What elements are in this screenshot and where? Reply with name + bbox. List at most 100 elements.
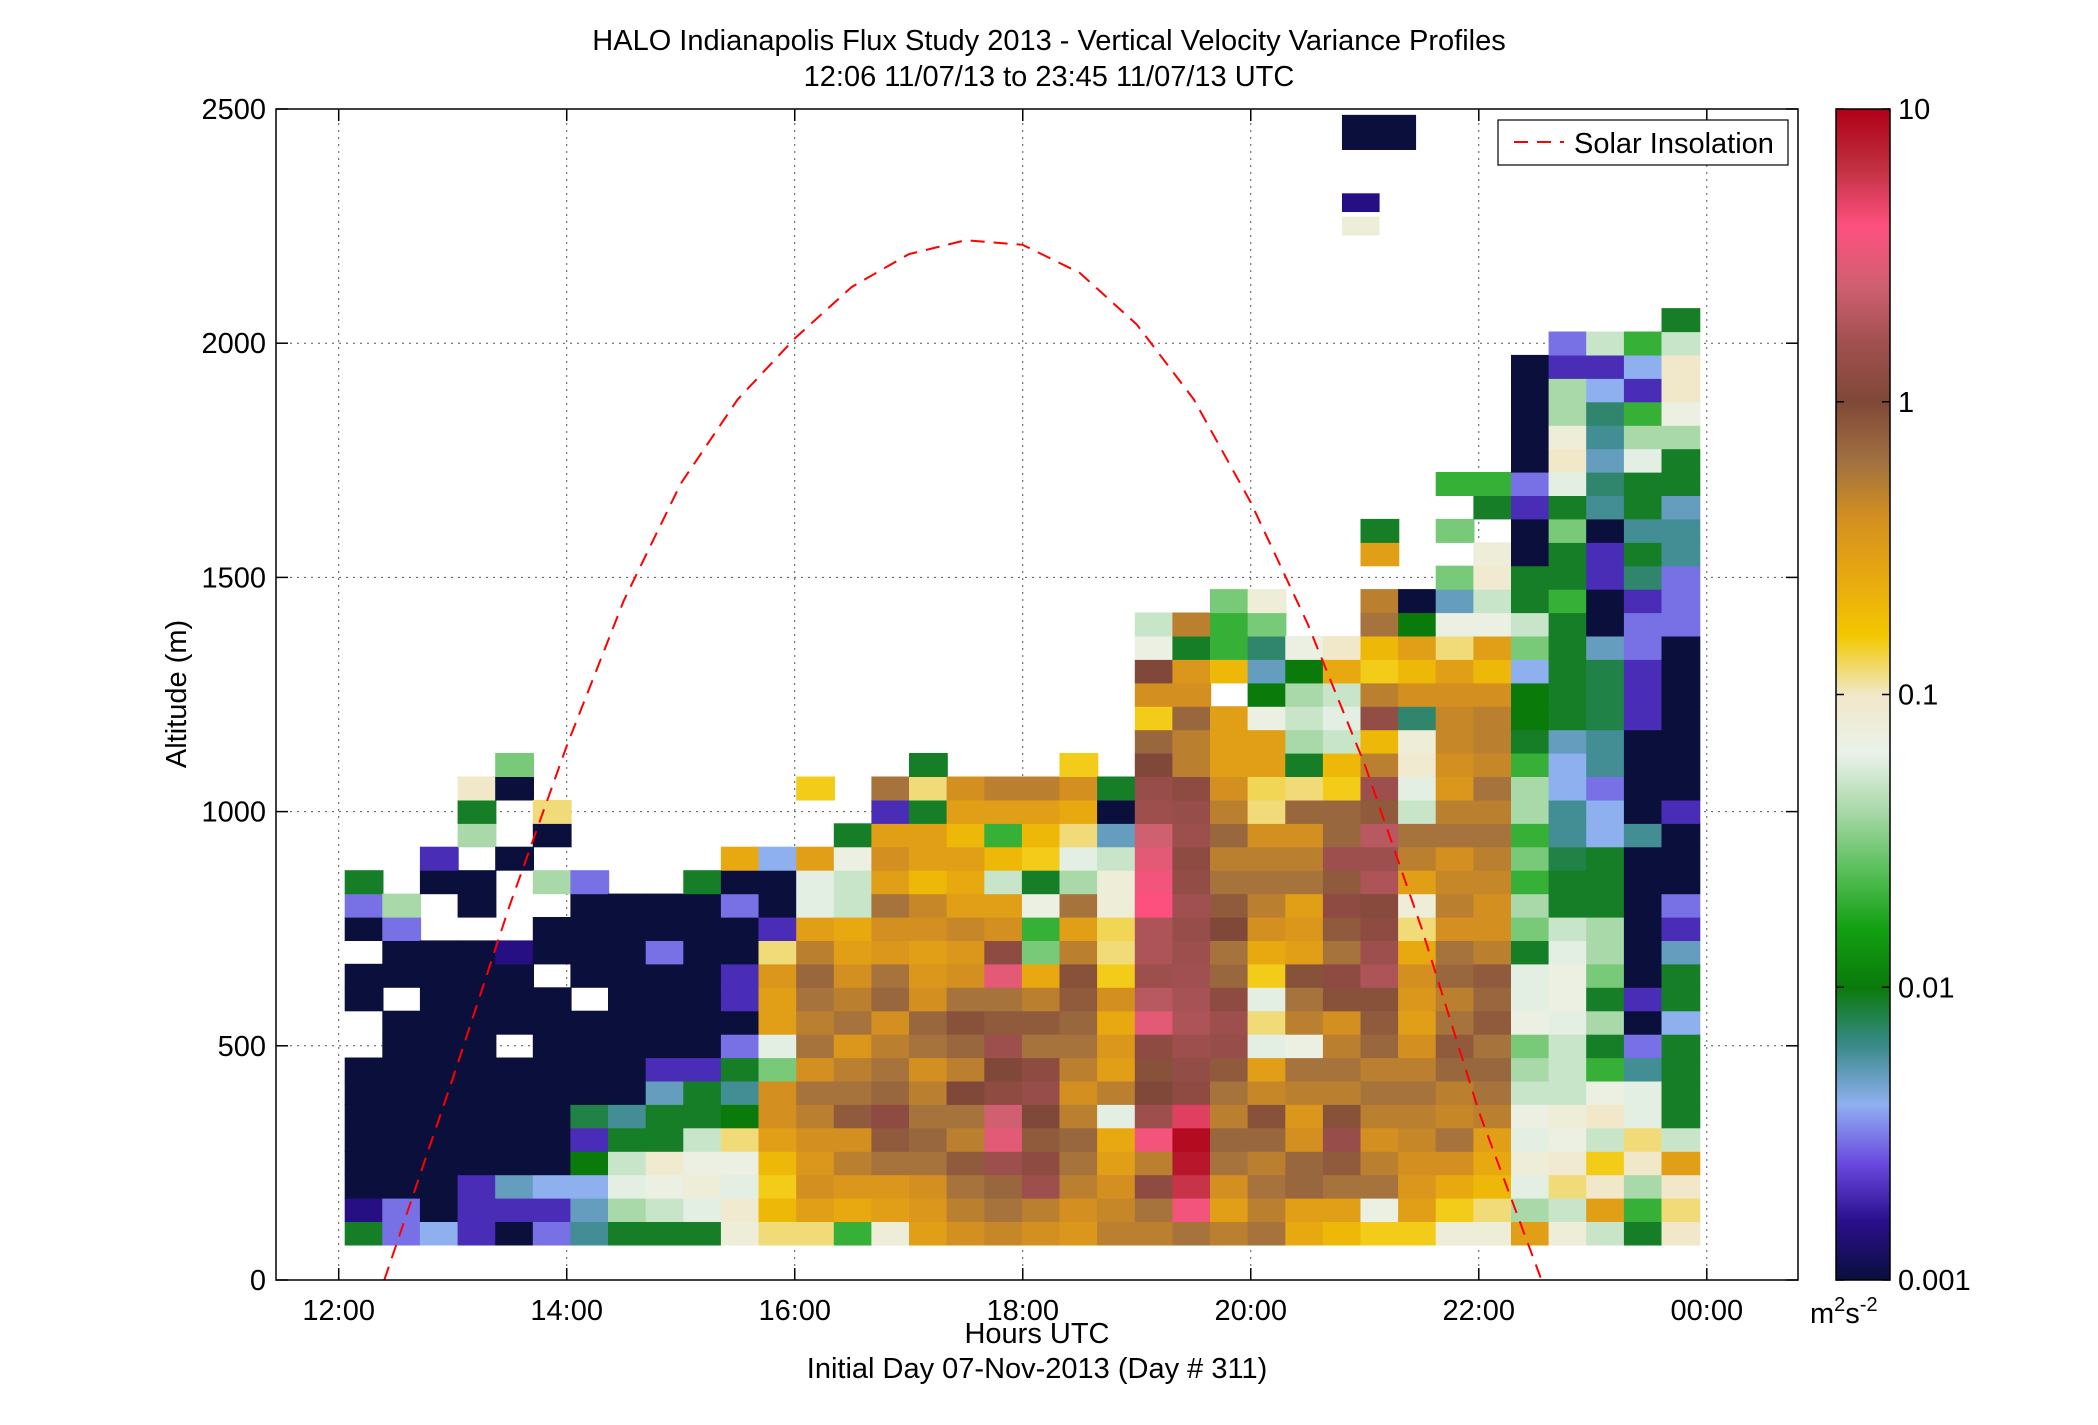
- heatmap-cell: [570, 893, 610, 918]
- heatmap-cell: [833, 987, 873, 1012]
- heatmap-cell: [457, 1104, 497, 1129]
- heatmap-cell: [1021, 823, 1061, 848]
- heatmap-cell: [344, 893, 384, 918]
- heatmap-cell: [1285, 846, 1325, 871]
- heatmap-cell: [796, 870, 835, 895]
- heatmap-cell: [1473, 846, 1513, 871]
- heatmap-cell: [457, 1221, 497, 1246]
- heatmap-cell: [1360, 542, 1400, 567]
- heatmap-cell: [1511, 893, 1550, 918]
- heatmap-cell: [1511, 1174, 1550, 1199]
- heatmap-cell: [1586, 729, 1625, 754]
- heatmap-cell: [608, 1010, 647, 1035]
- heatmap-cell: [1134, 963, 1174, 988]
- heatmap-cell: [1511, 589, 1550, 614]
- heatmap-cell: [1322, 776, 1362, 801]
- heatmap-cell: [495, 987, 534, 1012]
- heatmap-cell: [645, 893, 685, 918]
- heatmap-cell: [1322, 846, 1362, 871]
- heatmap-cell: [1322, 659, 1362, 684]
- heatmap-cell: [1059, 987, 1099, 1012]
- heatmap-cell: [1247, 706, 1287, 731]
- heatmap-cell: [1134, 1034, 1174, 1059]
- heatmap-cell: [1511, 401, 1550, 426]
- heatmap-cell: [1661, 753, 1701, 777]
- heatmap-cell: [419, 870, 459, 895]
- heatmap-cell: [1247, 1221, 1287, 1246]
- heatmap-cell: [1285, 1198, 1325, 1222]
- heatmap-cell: [1360, 659, 1400, 684]
- heatmap-cell: [1210, 1151, 1249, 1176]
- heatmap-cell: [1398, 917, 1437, 941]
- heatmap-cell: [344, 870, 384, 895]
- heatmap-cell: [1134, 1174, 1174, 1199]
- heatmap-cell: [457, 1198, 497, 1222]
- heatmap-cell: [1059, 1104, 1099, 1129]
- heatmap-cell: [570, 1127, 610, 1152]
- heatmap-cell: [871, 1221, 911, 1246]
- heatmap-cell: [833, 893, 873, 918]
- heatmap-cell: [1586, 893, 1625, 918]
- heatmap-cell: [382, 1034, 422, 1059]
- heatmap-cell: [1623, 776, 1663, 801]
- heatmap-cell: [495, 1104, 534, 1129]
- heatmap-cell: [833, 870, 873, 895]
- heatmap-cell: [1548, 589, 1588, 614]
- heatmap-cell: [1134, 1127, 1174, 1152]
- heatmap-cell: [1623, 1127, 1663, 1152]
- heatmap-cell: [1172, 846, 1212, 871]
- heatmap-cell: [796, 846, 835, 871]
- y-tick-label: 1500: [201, 562, 266, 594]
- heatmap-cell: [1473, 542, 1513, 567]
- heatmap-cell: [1473, 1221, 1513, 1246]
- heatmap-cell: [457, 940, 497, 965]
- heatmap-cell: [419, 846, 459, 871]
- heatmap-cell: [909, 1151, 948, 1176]
- heatmap-cell: [1172, 987, 1212, 1012]
- heatmap-cell: [495, 963, 534, 988]
- heatmap-cell: [720, 1198, 760, 1222]
- heatmap-cell: [532, 1104, 572, 1129]
- heatmap-cell: [1548, 1010, 1588, 1035]
- heatmap-cell: [1435, 706, 1475, 731]
- heatmap-cell: [1398, 753, 1437, 777]
- unit-exp-minus2: -2: [1860, 1294, 1878, 1316]
- heatmap-cell: [1059, 1034, 1099, 1059]
- heatmap-cell: [1398, 823, 1437, 848]
- colorbar-tick-label: 0.01: [1898, 972, 1954, 1004]
- heatmap-cell: [1435, 1174, 1475, 1199]
- heatmap-cell: [382, 893, 422, 918]
- heatmap-cell: [1285, 917, 1325, 941]
- heatmap-cell: [1511, 1057, 1550, 1082]
- heatmap-cell: [1247, 589, 1287, 614]
- heatmap-cell: [833, 1010, 873, 1035]
- heatmap-cell: [1511, 870, 1550, 895]
- heatmap-cell: [1511, 1127, 1550, 1152]
- heatmap-cell: [570, 1010, 610, 1035]
- heatmap-cell: [344, 987, 384, 1012]
- heatmap-cell: [909, 1127, 948, 1152]
- heatmap-cell: [683, 940, 723, 965]
- heatmap-cell: [1172, 1221, 1212, 1246]
- heatmap-cell: [1511, 1010, 1550, 1035]
- heatmap-cell: [984, 1198, 1024, 1222]
- heatmap-cell: [1097, 963, 1136, 988]
- heatmap-cell: [1623, 589, 1663, 614]
- x-axis: 12:00 14:00 16:00 18:00 20:00 22:00 00:00: [302, 109, 1743, 1327]
- heatmap-cell: [532, 1221, 572, 1246]
- heatmap-cell: [1473, 495, 1513, 520]
- y-tick-label: 0: [250, 1265, 266, 1297]
- heatmap-cell: [720, 1151, 760, 1176]
- heatmap-cell: [1134, 823, 1174, 848]
- heatmap-cell: [1473, 589, 1513, 614]
- heatmap-cell: [419, 1080, 459, 1105]
- heatmap-cell: [1661, 589, 1701, 614]
- heatmap-cell: [1623, 635, 1663, 660]
- heatmap-cell: [1623, 917, 1663, 941]
- heatmap-cell: [1210, 987, 1249, 1012]
- heatmap-cell: [532, 1198, 572, 1222]
- heatmap-cell: [1623, 987, 1663, 1012]
- heatmap-cell: [1059, 917, 1099, 941]
- heatmap-cell: [909, 963, 948, 988]
- heatmap-cell: [1021, 776, 1061, 801]
